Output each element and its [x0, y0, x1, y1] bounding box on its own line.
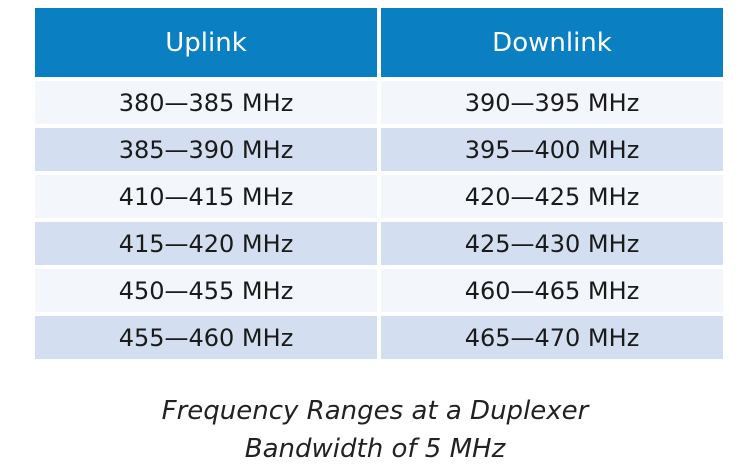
cell: 390—395 MHz	[381, 81, 723, 124]
caption: Frequency Ranges at a Duplexer Bandwidth…	[0, 392, 750, 468]
cell: 455—460 MHz	[35, 316, 377, 359]
caption-line: Frequency Ranges at a Duplexer	[161, 396, 589, 426]
cell: 420—425 MHz	[381, 175, 723, 218]
cell: 395—400 MHz	[381, 128, 723, 171]
cell: 380—385 MHz	[35, 81, 377, 124]
header-cell: Uplink	[35, 8, 377, 77]
caption-line: Bandwidth of 5 MHz	[244, 434, 506, 464]
cell: 425—430 MHz	[381, 222, 723, 265]
cell: 410—415 MHz	[35, 175, 377, 218]
header-cell: Downlink	[381, 8, 723, 77]
cell: 415—420 MHz	[35, 222, 377, 265]
cell: 460—465 MHz	[381, 269, 723, 312]
cell: 450—455 MHz	[35, 269, 377, 312]
cell: 385—390 MHz	[35, 128, 377, 171]
cell: 465—470 MHz	[381, 316, 723, 359]
table: Uplink Downlink 380—385 MHz 390—395 MHz 385—…	[35, 8, 723, 363]
